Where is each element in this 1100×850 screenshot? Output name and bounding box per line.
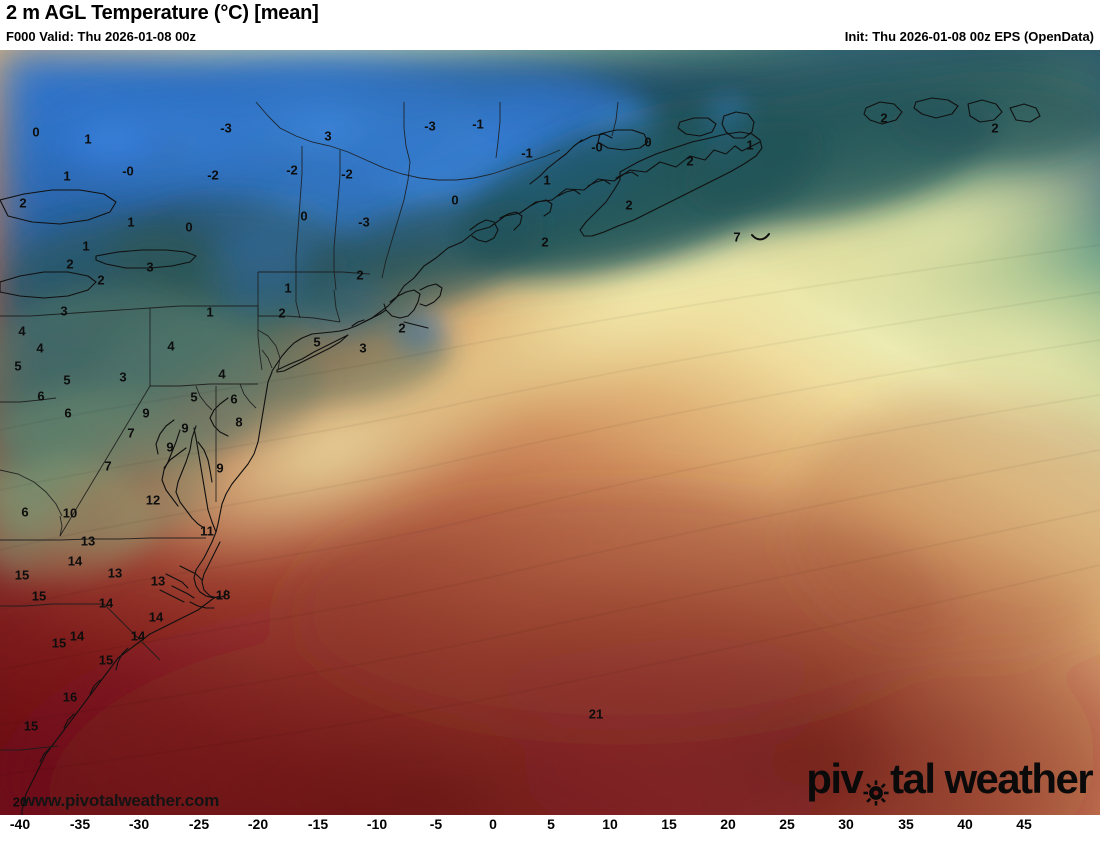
near-freezing-band bbox=[10, 80, 1100, 405]
colorbar-tick: -30 bbox=[128, 816, 150, 832]
page-title: 2 m AGL Temperature (°C) [mean] bbox=[6, 2, 319, 24]
colorbar-tick-labels: -40 -35 -30 -25 -20 -15 -10 -5 0 5 10 15 20 25 30 35 40 4… bbox=[0, 815, 1100, 836]
gear-sun-icon bbox=[863, 768, 889, 806]
colorbar-tick: 40 bbox=[957, 816, 973, 832]
frontal-band-group bbox=[114, 122, 1100, 570]
site-url-watermark: www.pivotalweather.com bbox=[22, 791, 220, 810]
logo-text-part1: piv bbox=[806, 755, 863, 802]
mid-atlantic-cool-wedge bbox=[0, 285, 320, 580]
coastline-layer bbox=[0, 97, 1041, 815]
colorbar-tick: 10 bbox=[602, 816, 618, 832]
init-time-label: Init: Thu 2026-01-08 00z EPS (OpenData) bbox=[844, 29, 1094, 44]
colorbar-tick: 0 bbox=[489, 816, 497, 832]
colorbar-tick: -10 bbox=[366, 816, 388, 832]
colorbar-tick: -25 bbox=[188, 816, 210, 832]
colorbar-tick: -5 bbox=[429, 816, 443, 832]
colorbar-tick: -40 bbox=[9, 816, 31, 832]
map-header: 2 m AGL Temperature (°C) [mean] F000 Val… bbox=[0, 0, 1100, 50]
colorbar-tick: 5 bbox=[547, 816, 555, 832]
colorbar-tick: -15 bbox=[307, 816, 329, 832]
colorbar[interactable]: -40 -35 -30 -25 -20 -15 -10 -5 0 5 10 15 20 25 30 35 40 4… bbox=[0, 815, 1100, 850]
colorbar-tick: 15 bbox=[661, 816, 677, 832]
logo-text-part2: tal weather bbox=[890, 755, 1093, 802]
colorbar-tick: 30 bbox=[838, 816, 854, 832]
colorbar-tick: -35 bbox=[69, 816, 91, 832]
valid-time-label: F000 Valid: Thu 2026-01-08 00z bbox=[6, 29, 197, 44]
colorbar-tick: 25 bbox=[779, 816, 795, 832]
colorbar-tick: 20 bbox=[720, 816, 736, 832]
pivotal-weather-logo: piv bbox=[806, 755, 1094, 806]
temperature-field bbox=[0, 50, 1100, 815]
warm-anomaly-group bbox=[0, 390, 1100, 815]
colorbar-tick: -20 bbox=[247, 816, 269, 832]
political-borders-layer bbox=[0, 101, 619, 751]
map-canvas[interactable]: 0 1 -3 3 -3 -1 -0 0 2 1 2 2 1 -0 -2 -2 -2 -1 1 2 0 -3 0 2 2 7 1 0 1 2… bbox=[0, 50, 1100, 815]
colorbar-tick: 45 bbox=[1016, 816, 1032, 832]
colorbar-tick: 35 bbox=[898, 816, 914, 832]
